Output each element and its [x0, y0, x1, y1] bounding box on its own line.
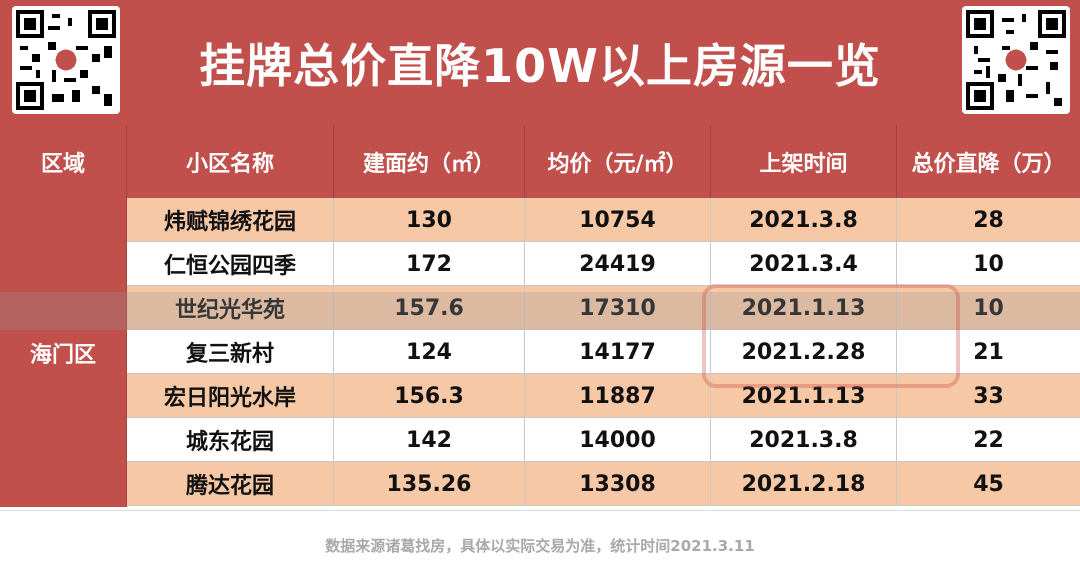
- floor-area: 130: [334, 198, 525, 242]
- header-price-drop: 总价直降（万）: [897, 125, 1080, 198]
- price-drop: 10: [973, 251, 1004, 277]
- header-community: 小区名称: [127, 125, 334, 198]
- listing-date: 2021.3.8: [711, 198, 897, 242]
- listing-date: 2021.1.13: [711, 286, 897, 330]
- page-title: 挂牌总价直降10W以上房源一览: [199, 38, 881, 93]
- header-area: 建面约（㎡）: [334, 125, 525, 198]
- table-row: 宏日阳光水岸 156.3 11887 2021.1.13 33: [127, 374, 1080, 418]
- floor-area: 142: [334, 418, 525, 462]
- qr-code-icon: [16, 10, 116, 110]
- price-drop: 45: [973, 471, 1004, 497]
- avg-price: 13308: [525, 462, 711, 506]
- avg-price: 11887: [525, 374, 711, 418]
- community-name: 仁恒公园四季: [127, 242, 334, 286]
- community-name: 宏日阳光水岸: [127, 374, 334, 418]
- listing-date: 2021.2.28: [711, 330, 897, 374]
- avg-price: 17310: [525, 286, 711, 330]
- avg-price: 24419: [525, 242, 711, 286]
- table-row: 复三新村 124 14177 2021.2.28 21: [127, 330, 1080, 374]
- community-name: 炜赋锦绣花园: [127, 198, 334, 242]
- qr-code-left: [12, 6, 120, 114]
- listing-date: 2021.3.8: [711, 418, 897, 462]
- qr-code-right: [962, 6, 1070, 114]
- qr-code-icon: [966, 10, 1066, 110]
- community-name: 复三新村: [127, 330, 334, 374]
- listing-date: 2021.2.18: [711, 462, 897, 506]
- header-listing-date: 上架时间: [711, 125, 897, 198]
- table-row: 仁恒公园四季 172 24419 2021.3.4 10: [127, 242, 1080, 286]
- table-row: 炜赋锦绣花园 130 10754 2021.3.8 28: [127, 198, 1080, 242]
- table-row: 腾达花园 135.26 13308 2021.2.18 45: [127, 462, 1080, 506]
- header-district: 区域: [0, 125, 127, 198]
- table-row: 世纪光华苑 157.6 17310 2021.1.13 10: [127, 286, 1080, 330]
- floor-area: 124: [334, 330, 525, 374]
- community-name: 世纪光华苑: [127, 286, 334, 330]
- price-drop: 10: [973, 295, 1004, 321]
- community-name: 腾达花园: [127, 462, 334, 506]
- avg-price: 14000: [525, 418, 711, 462]
- price-drop: 22: [973, 427, 1004, 453]
- floor-area: 135.26: [334, 462, 525, 506]
- avg-price: 10754: [525, 198, 711, 242]
- avg-price: 14177: [525, 330, 711, 374]
- header-avg-price: 均价（元/㎡）: [525, 125, 711, 198]
- source-footnote: 数据来源诸葛找房，具体以实际交易为准，统计时间2021.3.11: [0, 510, 1080, 579]
- price-drop: 21: [973, 339, 1004, 365]
- floor-area: 156.3: [334, 374, 525, 418]
- price-drop: 28: [973, 207, 1004, 233]
- price-drop: 33: [973, 383, 1004, 409]
- table-row: 城东花园 142 14000 2021.3.8 22: [127, 418, 1080, 462]
- floor-area: 157.6: [334, 286, 525, 330]
- listing-date: 2021.3.4: [711, 242, 897, 286]
- title-banner: 挂牌总价直降10W以上房源一览: [0, 0, 1080, 125]
- listing-date: 2021.1.13: [711, 374, 897, 418]
- floor-area: 172: [334, 242, 525, 286]
- price-drop-table: 区域 小区名称 建面约（㎡） 均价（元/㎡） 上架时间 总价直降（万） 海门区 …: [0, 125, 1080, 510]
- district-cell: 海门区: [0, 198, 127, 507]
- community-name: 城东花园: [127, 418, 334, 462]
